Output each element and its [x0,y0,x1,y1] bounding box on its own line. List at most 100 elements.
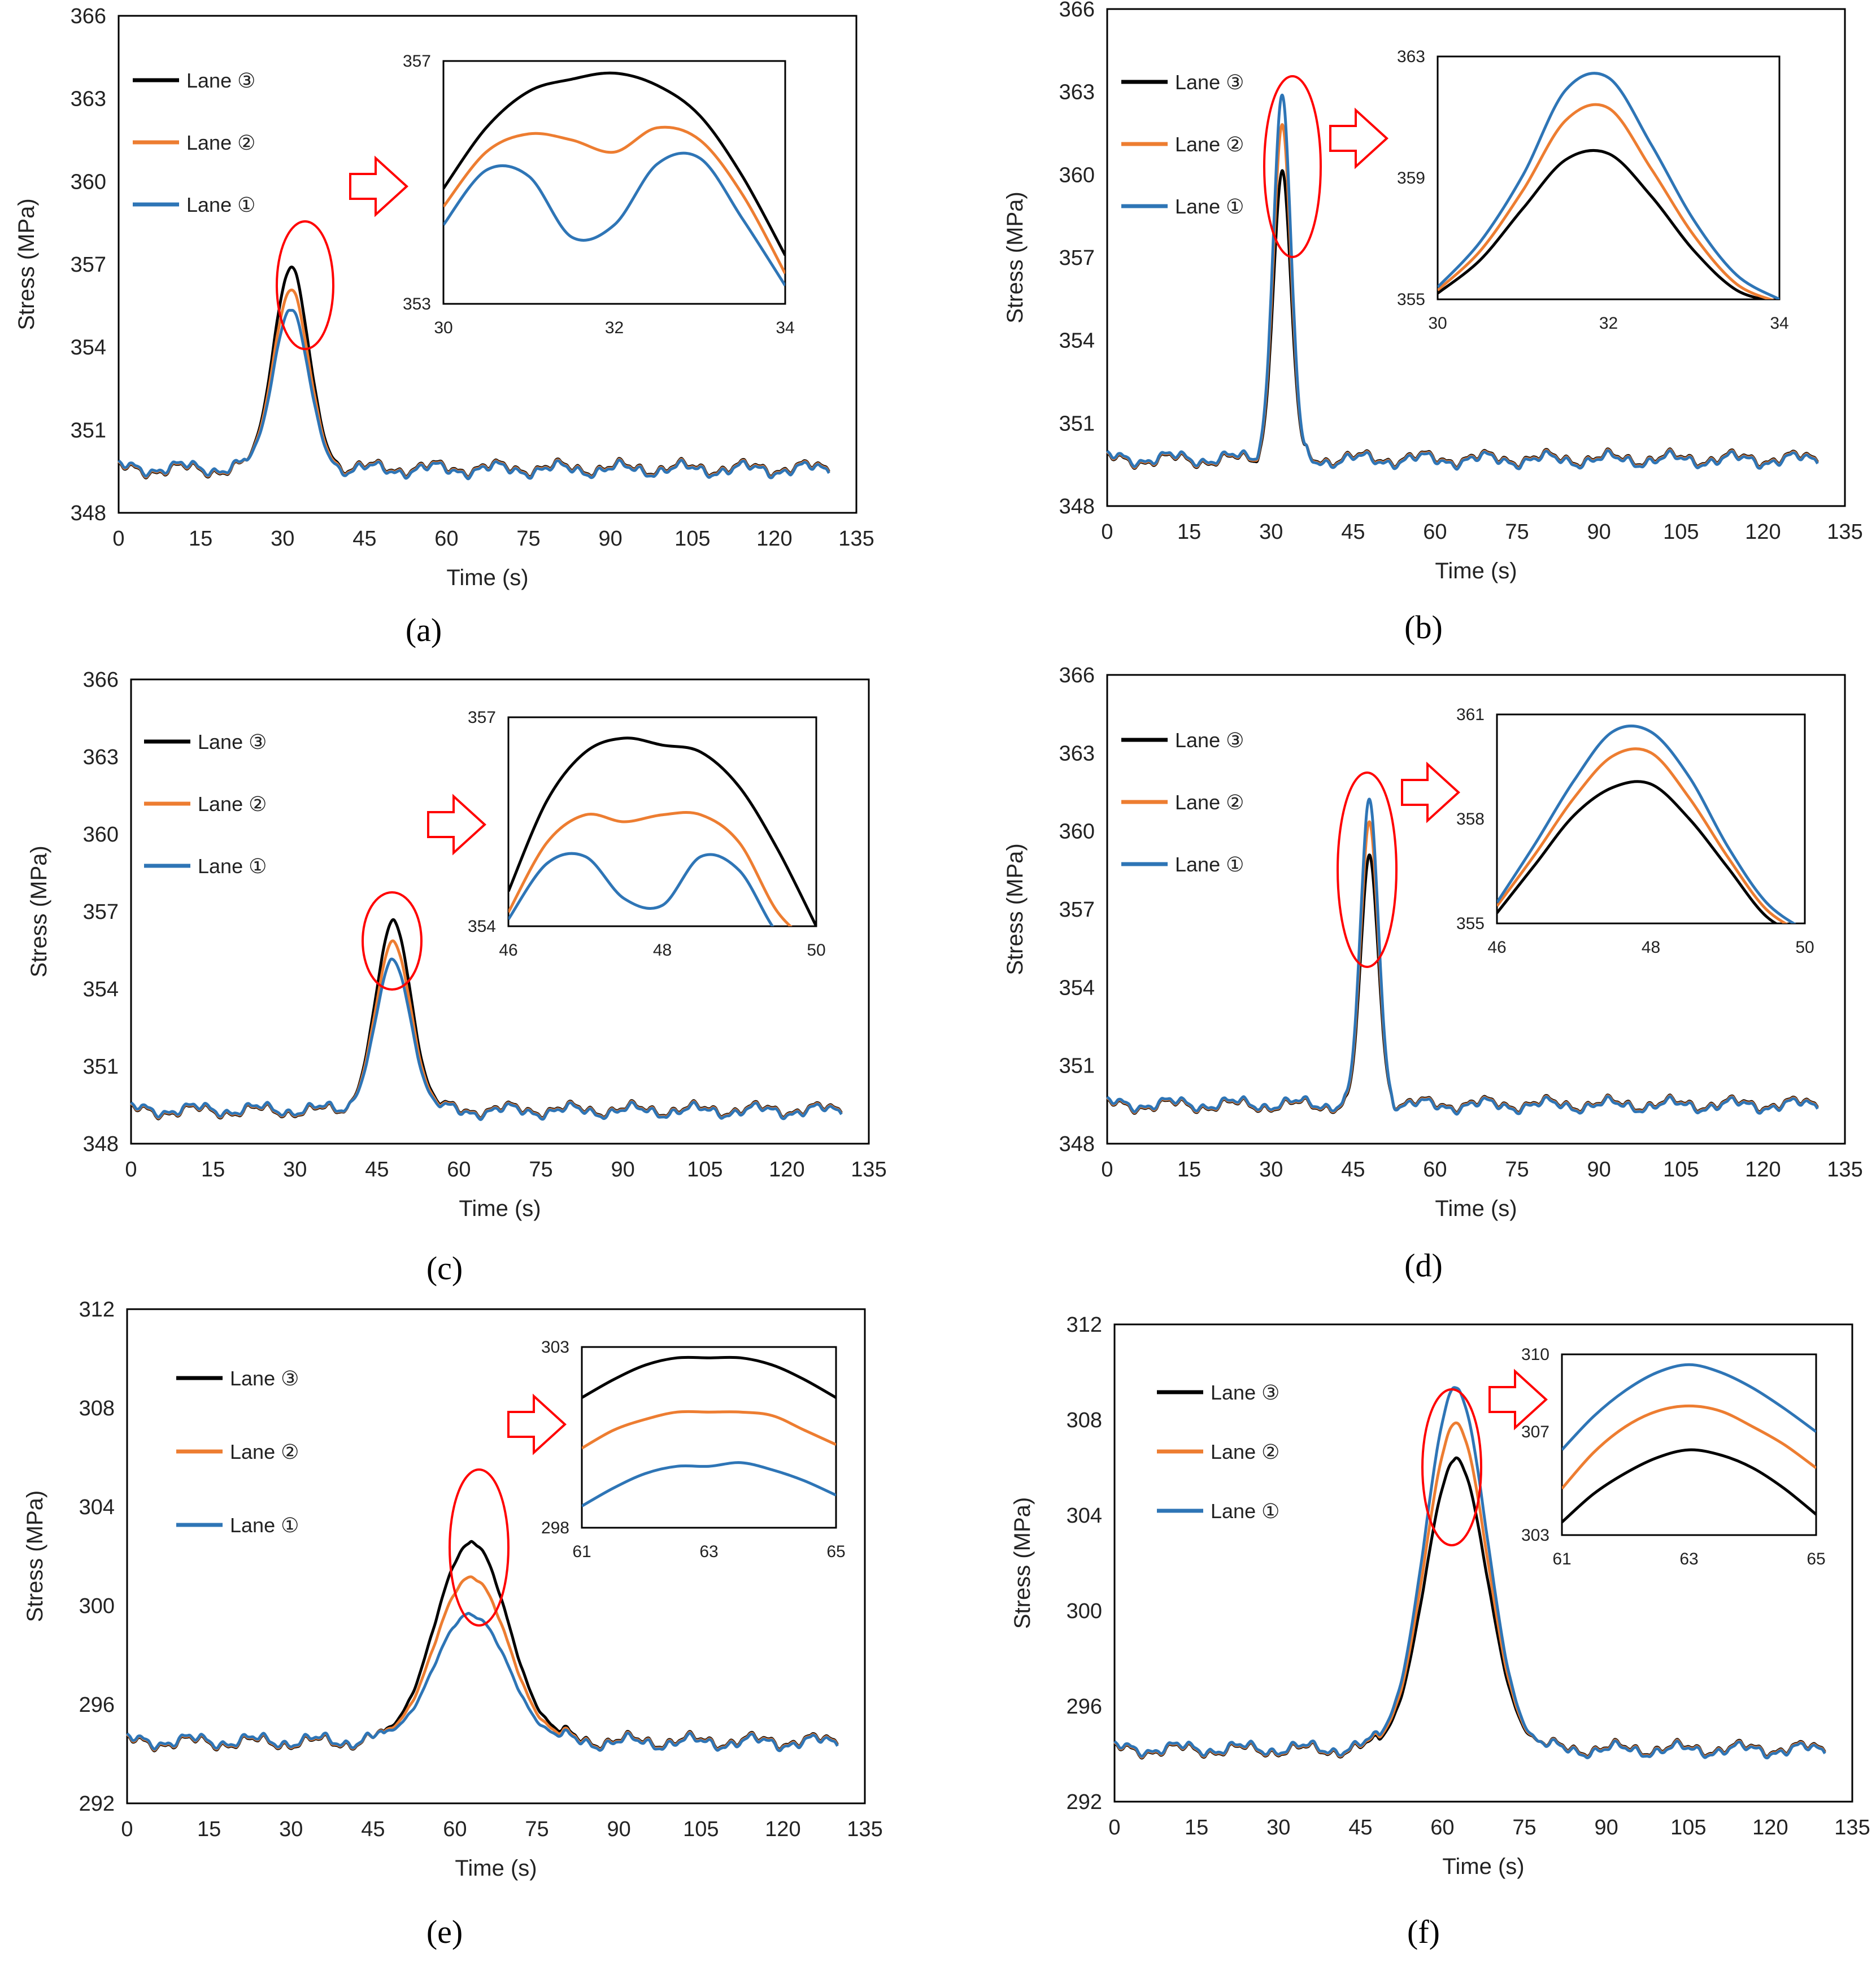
panel-caption: (f) [1407,1913,1440,1950]
x-tick-label: 105 [674,527,710,551]
legend-label: Lane ② [1175,133,1244,156]
legend-label: Lane ① [1175,195,1244,218]
inset-chart: 303 307 310 61 63 65 [1521,1345,1826,1568]
inset-series-line-lane-2 [1438,103,1775,299]
zoom-arrow-icon [427,794,486,856]
panel-b: 348 351 354 357 360 363 366 0 15 30 45 60 75 90 105 120… [1003,0,1863,646]
x-tick-label: 135 [1834,1816,1870,1839]
y-axis-title: Stress (MPa) [23,1490,47,1622]
panel-caption: (c) [426,1250,463,1287]
series-line-lane-3 [126,1540,839,1753]
series-line-lane-1 [117,308,830,481]
y-tick-label: 354 [1059,329,1095,353]
inset-x-tick-label: 34 [1770,314,1788,333]
inset-series-line-lane-2 [508,811,793,926]
y-tick-label: 308 [1067,1409,1102,1432]
y-tick-label: 348 [71,502,106,525]
inset-y-tick-label: 353 [403,295,431,313]
x-axis-title: Time (s) [446,565,528,590]
peak-highlight-ellipse [1421,1388,1482,1546]
x-tick-label: 90 [1587,1158,1611,1182]
inset-frame [442,60,786,305]
panel-e: 292 296 300 304 308 312 0 15 30 45 60 75 90 105 120 135… [23,1298,883,1950]
inset-x-tick-label: 61 [1552,1550,1571,1568]
series-line-lane-2 [117,289,830,479]
legend-label: Lane ③ [198,730,267,753]
y-tick-label: 357 [71,253,106,277]
y-axis-title: Stress (MPa) [1003,191,1028,323]
x-tick-label: 45 [1341,520,1365,544]
series-line-lane-1 [1106,93,1819,471]
inset-y-tick-label: 363 [1397,47,1425,66]
y-tick-label: 357 [83,900,119,924]
series-line-lane-1 [130,957,843,1121]
x-axis-title: Time (s) [459,1196,541,1221]
inset-series-line-lane-2 [443,125,785,274]
panel-caption: (d) [1404,1247,1443,1284]
x-tick-label: 45 [365,1158,389,1182]
y-axis-title: Stress (MPa) [1003,843,1028,975]
inset-x-tick-label: 50 [807,941,825,960]
inset-series-line-lane-1 [508,852,774,926]
inset-x-tick-label: 65 [1807,1550,1825,1568]
inset-x-tick-label: 32 [1599,314,1618,333]
y-tick-label: 304 [1067,1504,1102,1528]
x-tick-label: 105 [683,1817,719,1841]
x-tick-label: 105 [1663,1158,1699,1182]
x-tick-label: 15 [197,1817,221,1841]
y-tick-label: 366 [1059,0,1095,21]
y-tick-label: 354 [83,978,119,1001]
inset-series-line-lane-1 [1562,1363,1816,1451]
inset-x-tick-label: 50 [1795,938,1814,957]
y-tick-label: 348 [1059,495,1095,518]
y-tick-label: 363 [71,88,106,111]
y-tick-label: 360 [1059,163,1095,187]
x-tick-label: 60 [1430,1816,1454,1839]
x-tick-label: 45 [352,527,376,551]
legend-label: Lane ③ [1211,1381,1279,1404]
x-tick-label: 105 [1663,520,1699,544]
inset-y-tick-label: 355 [1397,290,1425,309]
x-tick-label: 0 [1108,1816,1120,1839]
x-tick-label: 135 [1827,1158,1862,1182]
inset-x-tick-label: 63 [699,1542,718,1561]
x-tick-label: 15 [1177,1158,1201,1182]
y-tick-label: 312 [79,1298,115,1322]
y-axis-title: Stress (MPa) [14,198,39,330]
peak-highlight-ellipse [1263,75,1322,258]
panel-caption: (e) [426,1913,463,1950]
y-tick-label: 357 [1059,898,1095,922]
x-tick-label: 30 [1266,1816,1290,1839]
inset-x-tick-label: 46 [1487,938,1506,957]
x-tick-label: 135 [1827,520,1862,544]
x-tick-label: 75 [516,527,540,551]
series-line-lane-1 [1106,797,1819,1116]
series-line-lane-2 [126,1575,839,1752]
x-tick-label: 30 [279,1817,303,1841]
legend-label: Lane ① [186,193,255,216]
legend-label: Lane ② [198,792,267,816]
x-tick-label: 75 [1505,1158,1529,1182]
zoom-arrow-icon [1329,107,1388,169]
y-tick-label: 363 [83,746,119,769]
x-tick-label: 0 [1101,1158,1113,1182]
x-axis-title: Time (s) [455,1856,537,1881]
y-tick-label: 351 [1059,1054,1095,1078]
legend-label: Lane ① [230,1514,299,1537]
inset-y-tick-label: 361 [1456,705,1485,724]
inset-chart: 355 358 361 46 48 50 [1456,705,1814,957]
x-tick-label: 0 [121,1817,133,1841]
x-axis-title: Time (s) [1442,1854,1524,1879]
inset-x-tick-label: 63 [1679,1550,1698,1568]
x-tick-label: 0 [125,1158,137,1182]
inset-y-tick-label: 303 [1521,1526,1549,1545]
y-tick-label: 363 [1059,742,1095,765]
x-tick-label: 15 [1185,1816,1208,1839]
y-tick-label: 312 [1067,1313,1102,1337]
legend-label: Lane ② [1175,791,1244,814]
y-tick-label: 354 [1059,976,1095,1000]
peak-highlight-ellipse [449,1468,510,1627]
inset-x-tick-label: 34 [776,319,794,337]
inset-y-tick-label: 358 [1456,810,1485,829]
x-tick-label: 15 [1177,520,1201,544]
